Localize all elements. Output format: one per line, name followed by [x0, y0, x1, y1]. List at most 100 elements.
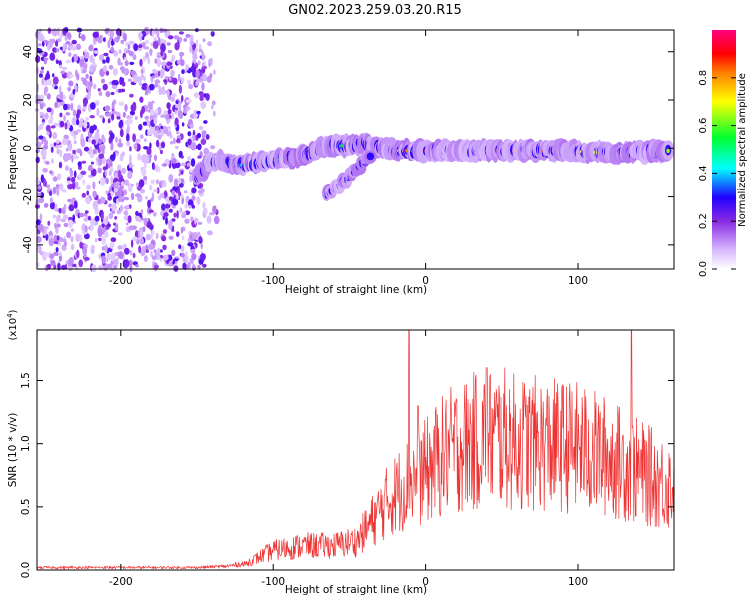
colorbar-tick-label: 0.8	[698, 70, 709, 86]
heatmap-noise-blob	[82, 212, 87, 217]
heatmap-noise-blob	[82, 97, 88, 106]
heatmap-noise-blob	[70, 228, 75, 232]
heatmap-noise-blob	[154, 264, 159, 269]
heatmap-noise-blob	[104, 105, 111, 111]
heatmap-noise-blob	[106, 178, 109, 185]
heatmap-noise-blob	[119, 76, 123, 86]
heatmap-noise-blob	[174, 109, 177, 115]
heatmap-noise-blob	[113, 222, 116, 226]
heatmap-noise-blob	[55, 40, 59, 47]
heatmap-noise-blob	[166, 61, 173, 66]
heatmap-noise-blob	[43, 256, 47, 261]
heatmap-noise-blob	[160, 38, 164, 42]
snr-x-label: Height of straight line (km)	[285, 584, 427, 596]
heatmap-noise-blob	[152, 40, 159, 50]
heatmap-noise-blob	[43, 226, 49, 230]
heatmap-noise-blob	[190, 158, 196, 167]
heatmap-noise-blob	[70, 243, 75, 251]
heatmap-noise-blob	[36, 236, 42, 243]
heatmap-noise-blob	[89, 102, 96, 110]
heatmap-noise-blob	[109, 29, 115, 39]
heatmap-noise-blob	[56, 188, 60, 196]
heatmap-noise-blob	[84, 225, 88, 233]
heatmap-noise-blob	[101, 78, 105, 84]
heatmap-noise-blob	[71, 176, 76, 183]
heatmap-noise-blob	[87, 84, 92, 93]
heatmap-noise-blob	[107, 223, 111, 228]
heatmap-noise-blob	[197, 60, 201, 66]
heatmap-noise-blob	[172, 186, 178, 191]
heatmap-noise-blob	[52, 76, 59, 85]
heatmap-noise-blob	[43, 203, 49, 208]
heatmap-noise-blob	[167, 254, 173, 261]
heatmap-noise-blob	[197, 155, 202, 159]
heatmap-noise-blob	[56, 223, 61, 228]
heatmap-noise-blob	[57, 173, 62, 181]
heatmap-noise-blob	[157, 134, 162, 140]
heatmap-noise-blob	[103, 65, 107, 73]
heatmap-noise-blob	[162, 244, 167, 251]
heatmap-noise-blob	[80, 170, 87, 175]
heatmap-noise-blob	[102, 137, 106, 144]
heatmap-noise-blob	[39, 102, 44, 110]
heatmap-noise-blob	[53, 234, 58, 242]
heatmap-noise-blob	[160, 180, 164, 185]
heatmap-noise-blob	[73, 200, 78, 209]
heatmap-noise-blob	[201, 82, 205, 91]
heatmap-noise-blob	[79, 150, 83, 157]
heatmap-noise-blob	[88, 164, 93, 172]
heatmap-noise-blob	[98, 157, 103, 166]
heatmap-noise-blob	[83, 120, 88, 129]
heatmap-noise-blob	[181, 69, 185, 75]
heatmap-noise-blob	[99, 54, 105, 61]
heatmap-noise-blob	[190, 142, 197, 151]
heatmap-noise-blob	[160, 69, 164, 79]
heatmap-noise-blob	[43, 39, 49, 44]
heatmap-noise-blob	[37, 48, 43, 54]
heatmap-noise-blob	[161, 88, 166, 96]
heatmap-noise-blob	[137, 153, 142, 161]
heatmap-noise-blob	[87, 215, 92, 221]
heatmap-noise-blob	[76, 249, 80, 259]
heatmap-x-label: Height of straight line (km)	[285, 284, 427, 296]
heatmap-noise-blob	[173, 35, 179, 40]
heatmap-noise-blob	[156, 139, 160, 148]
heatmap-noise-blob	[155, 255, 161, 261]
heatmap-noise-blob	[39, 111, 44, 116]
heatmap-noise-blob	[180, 155, 184, 159]
heatmap-noise-blob	[124, 259, 130, 268]
heatmap-noise-blob	[44, 112, 49, 120]
heatmap-noise-blob	[172, 137, 176, 145]
heatmap-noise-blob	[45, 233, 49, 241]
heatmap-noise-blob	[97, 167, 102, 174]
snr-frame	[36, 329, 675, 571]
heatmap-noise-blob	[91, 264, 97, 273]
heatmap-noise-blob	[189, 258, 193, 263]
heatmap-noise-blob	[121, 151, 125, 157]
heatmap-noise-blob	[59, 112, 63, 118]
heatmap-noise-blob	[61, 189, 67, 193]
heatmap-noise-blob	[81, 192, 87, 198]
heatmap-noise-blob	[68, 52, 72, 57]
heatmap-noise-blob	[101, 213, 104, 220]
heatmap-noise-blob	[72, 109, 77, 117]
heatmap-noise-blob	[130, 70, 135, 76]
heatmap-noise-blob	[127, 78, 132, 82]
heatmap-noise-blob	[180, 252, 185, 258]
heatmap-noise-blob	[129, 250, 133, 256]
heatmap-noise-blob	[138, 179, 145, 188]
heatmap-noise-blob	[115, 136, 118, 143]
heatmap-noise-blob	[107, 32, 111, 37]
heatmap-noise-blob	[129, 40, 134, 44]
heatmap-noise-blob	[116, 116, 121, 120]
heatmap-noise-blob	[66, 32, 72, 39]
heatmap-noise-blob	[41, 78, 44, 86]
snr-y-multiplier: (x104)	[6, 309, 19, 340]
heatmap-noise-blob	[43, 88, 47, 97]
heatmap-noise-blob	[107, 118, 111, 124]
heatmap-noise-blob	[171, 93, 177, 98]
heatmap-noise-blob	[175, 104, 180, 109]
heatmap-noise-blob	[101, 147, 105, 155]
heatmap-noise-blob	[151, 100, 155, 104]
heatmap-noise-blob	[129, 61, 135, 65]
